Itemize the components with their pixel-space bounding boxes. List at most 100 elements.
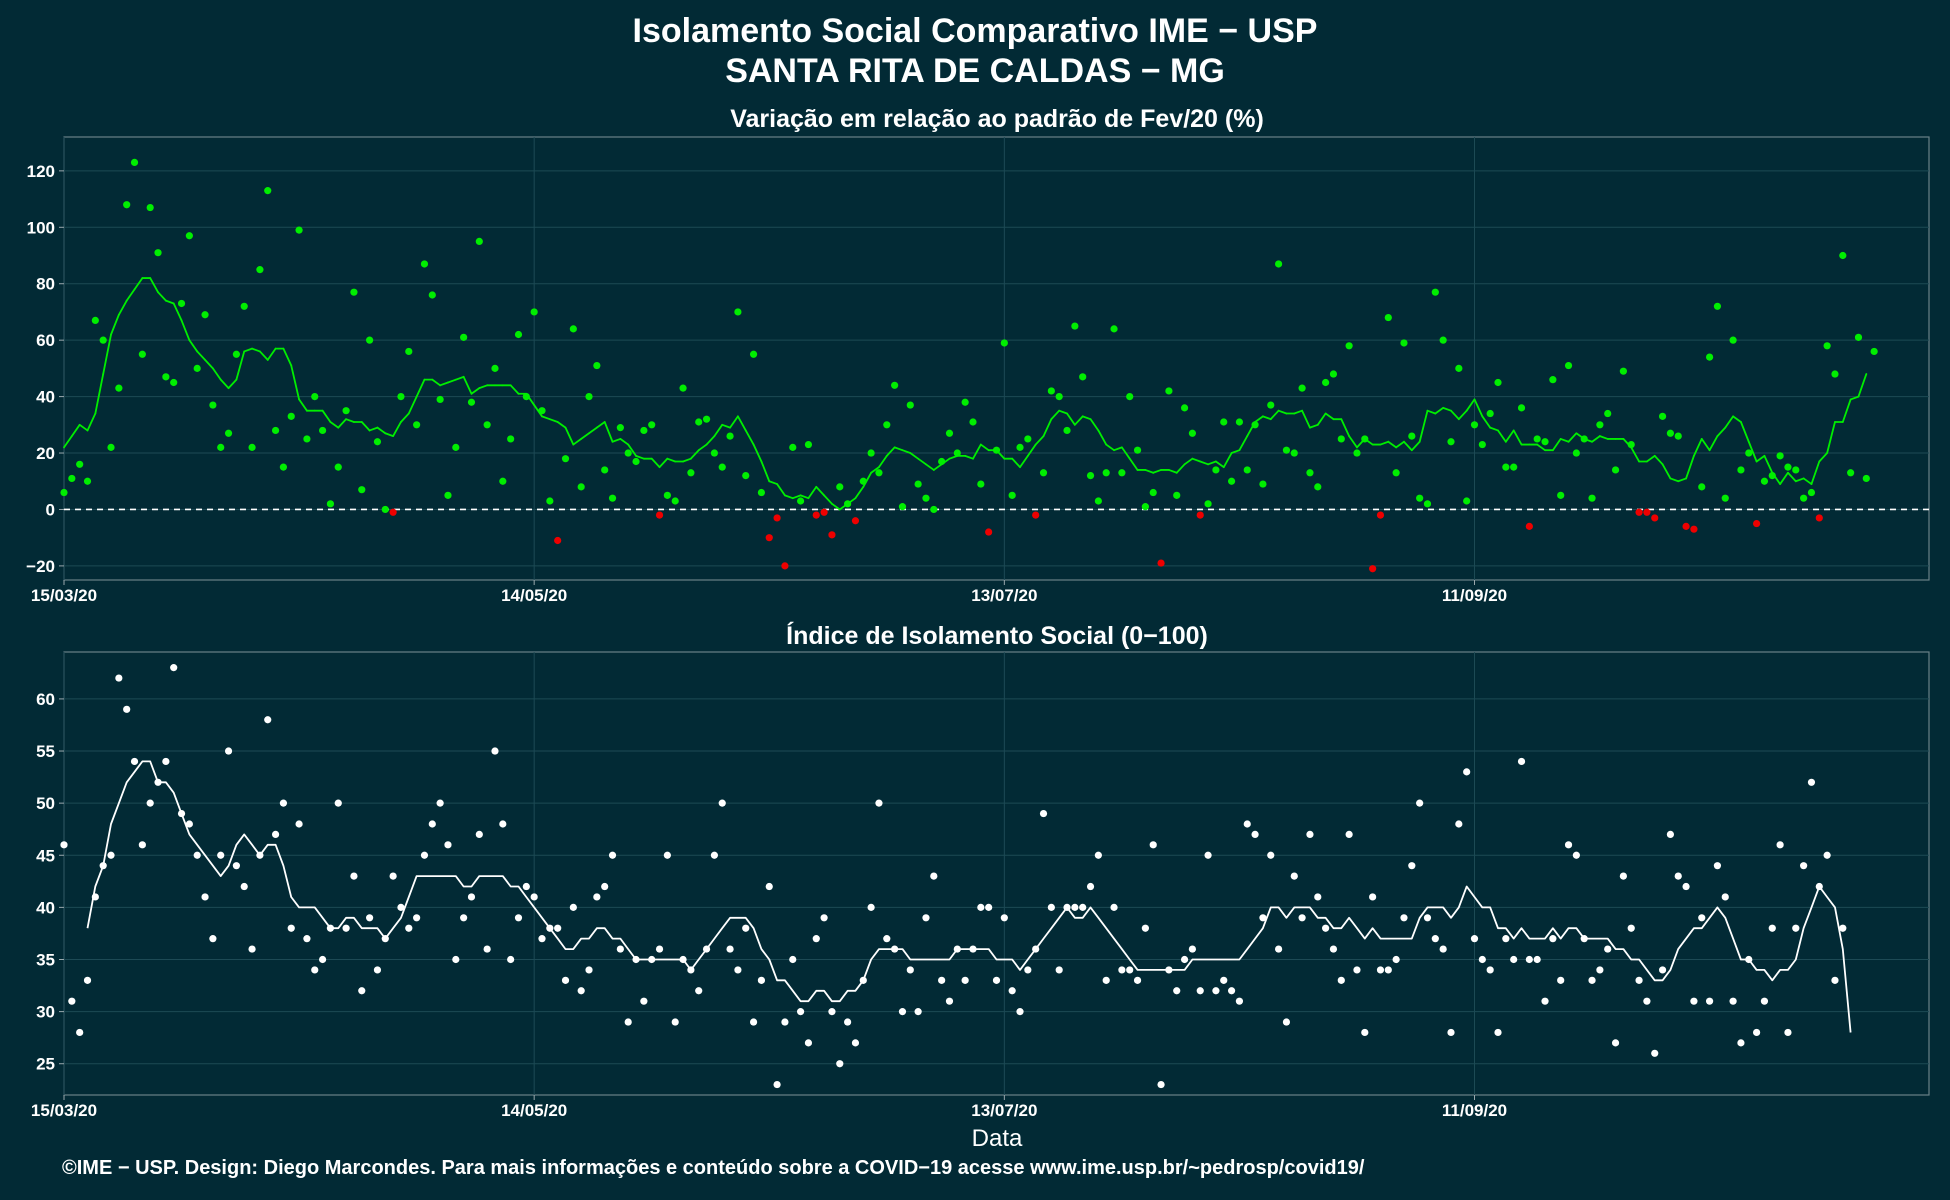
data-point xyxy=(710,851,718,859)
data-point xyxy=(1314,893,1322,901)
x-tick-label: 15/03/20 xyxy=(31,1101,97,1120)
data-point xyxy=(1831,976,1839,984)
data-point xyxy=(1784,463,1792,471)
data-point xyxy=(773,1080,781,1089)
data-point xyxy=(961,398,969,406)
data-point xyxy=(1541,438,1549,446)
data-point xyxy=(1423,500,1432,508)
moving-average-segment xyxy=(807,485,818,500)
data-point xyxy=(1235,418,1244,426)
y-tick-label: 50 xyxy=(36,794,55,813)
moving-average-segment xyxy=(791,494,802,500)
data-point xyxy=(616,424,624,432)
moving-average-segment xyxy=(1630,446,1640,463)
data-point xyxy=(279,799,288,807)
data-point xyxy=(891,945,899,953)
data-point xyxy=(1721,893,1729,901)
moving-average-segment xyxy=(768,480,778,485)
data-point xyxy=(1063,426,1071,435)
data-point xyxy=(1337,976,1345,984)
moving-average-segment xyxy=(776,483,786,497)
data-point xyxy=(898,1008,907,1016)
data-point xyxy=(1823,851,1831,859)
data-point xyxy=(271,426,280,435)
data-point xyxy=(1549,376,1557,384)
data-point xyxy=(1431,935,1439,943)
moving-average-segment xyxy=(1175,463,1186,474)
data-point xyxy=(1627,924,1635,932)
moving-average-segment xyxy=(1450,409,1460,421)
data-point xyxy=(76,1028,84,1037)
data-point xyxy=(742,471,750,480)
moving-average-segment xyxy=(1207,460,1217,466)
data-point xyxy=(561,976,570,984)
data-point xyxy=(922,494,930,502)
moving-average-segment xyxy=(204,359,214,370)
data-point xyxy=(115,674,123,682)
data-point xyxy=(389,872,397,880)
data-point xyxy=(961,976,969,984)
moving-average-segment xyxy=(1073,415,1084,426)
data-point xyxy=(68,997,76,1005)
moving-average-segment xyxy=(611,438,622,443)
data-point xyxy=(1870,347,1878,356)
data-point xyxy=(99,336,107,344)
data-point xyxy=(326,500,335,508)
moving-average-segment xyxy=(541,415,551,421)
moving-average-segment xyxy=(1700,438,1711,452)
data-point xyxy=(1502,463,1510,471)
data-point xyxy=(1541,997,1549,1005)
moving-average-segment xyxy=(713,423,724,437)
data-point xyxy=(1376,966,1385,974)
moving-average-segment xyxy=(1089,418,1100,432)
data-point xyxy=(1651,514,1659,522)
y-tick-label: 35 xyxy=(36,950,55,969)
moving-average-segment xyxy=(1763,454,1774,474)
moving-average-segment xyxy=(917,457,927,466)
moving-average-segment xyxy=(360,421,371,432)
data-point xyxy=(718,463,726,471)
data-point xyxy=(914,1008,922,1016)
moving-average-segment xyxy=(298,398,308,412)
moving-average-segment xyxy=(729,415,739,429)
data-point xyxy=(554,536,562,545)
data-point xyxy=(828,1008,836,1016)
data-point xyxy=(1102,469,1110,477)
data-point xyxy=(366,336,374,344)
moving-average-segment xyxy=(1685,454,1695,480)
data-point xyxy=(561,455,570,463)
data-point xyxy=(1353,449,1361,457)
y-tick-label: 60 xyxy=(36,690,55,709)
moving-average-segment xyxy=(1262,415,1272,421)
moving-average-segment xyxy=(823,494,833,505)
moving-average-segment xyxy=(1653,454,1664,466)
data-point xyxy=(1400,914,1408,922)
data-point xyxy=(569,903,577,911)
data-point xyxy=(271,830,280,839)
data-point xyxy=(514,914,523,922)
moving-average-segment xyxy=(580,432,590,440)
data-point xyxy=(522,882,530,891)
data-point xyxy=(1643,997,1651,1005)
data-point xyxy=(1408,862,1416,870)
data-point xyxy=(1361,435,1369,443)
moving-average-segment xyxy=(1732,415,1742,423)
data-point xyxy=(1110,903,1118,911)
data-point xyxy=(1259,480,1267,488)
moving-average-segment xyxy=(1489,426,1499,432)
data-point xyxy=(945,429,954,437)
data-point xyxy=(883,421,891,429)
moving-average-segment xyxy=(1199,460,1209,466)
moving-average-segment xyxy=(1395,440,1405,449)
moving-average-segment xyxy=(1042,418,1053,437)
moving-average-segment xyxy=(972,443,982,460)
data-point xyxy=(601,882,609,891)
data-point xyxy=(1047,903,1055,911)
data-point xyxy=(546,924,554,932)
data-point xyxy=(1494,378,1502,387)
moving-average-segment xyxy=(925,463,935,471)
data-point xyxy=(1486,966,1494,974)
data-point xyxy=(1329,370,1338,378)
moving-average-segment xyxy=(227,378,238,390)
data-point xyxy=(1141,503,1149,511)
